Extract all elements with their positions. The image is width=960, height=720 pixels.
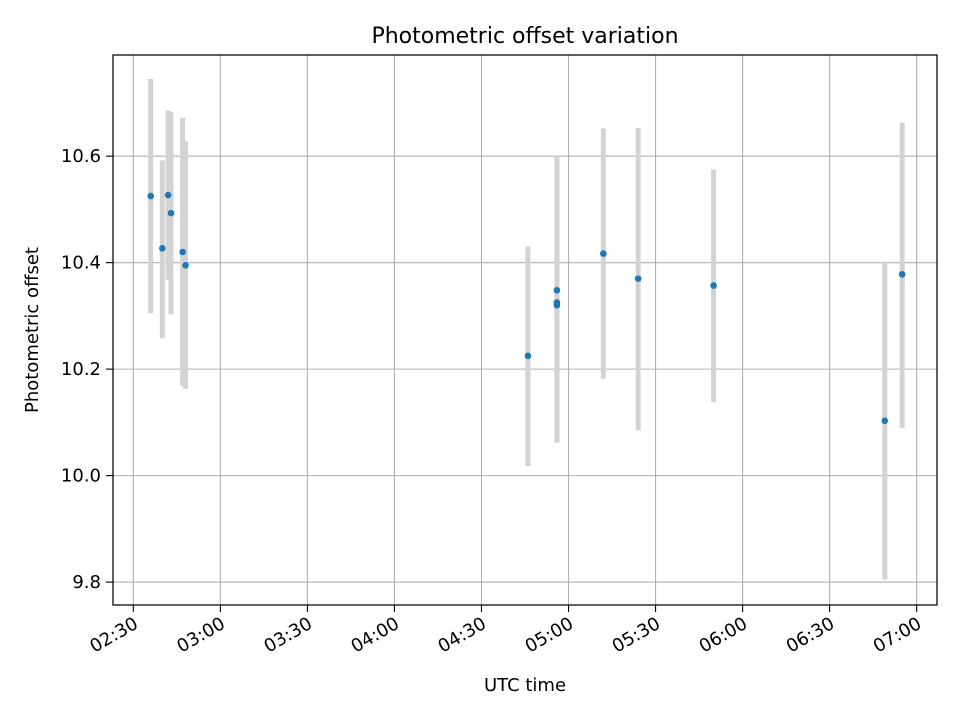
chart-title: Photometric offset variation (371, 24, 678, 49)
data-point (179, 248, 186, 256)
data-point (524, 352, 532, 360)
data-point (147, 192, 155, 200)
y-tick-label: 10.2 (61, 359, 101, 380)
y-tick-label: 10.6 (61, 146, 101, 167)
y-axis-label: Photometric offset (22, 247, 43, 413)
data-point (600, 250, 607, 257)
data-point (898, 271, 906, 278)
data-point (167, 209, 175, 217)
data-point (159, 244, 166, 252)
grid (113, 55, 937, 605)
x-axis-label: UTC time (484, 675, 566, 696)
data-point (182, 262, 189, 269)
data-point (881, 417, 889, 425)
plot-frame (112, 54, 938, 606)
y-axis: 9.8 10.0 10.2 10.4 10.6 (61, 146, 113, 593)
y-tick-label: 10.4 (61, 253, 101, 274)
data-point (164, 191, 172, 199)
data-points (147, 191, 906, 425)
data-point (553, 287, 561, 294)
y-tick-label: 10.0 (61, 466, 101, 487)
y-tick-label: 9.8 (72, 572, 101, 593)
data-point (710, 282, 717, 289)
data-point (553, 299, 561, 306)
data-point (634, 275, 642, 282)
